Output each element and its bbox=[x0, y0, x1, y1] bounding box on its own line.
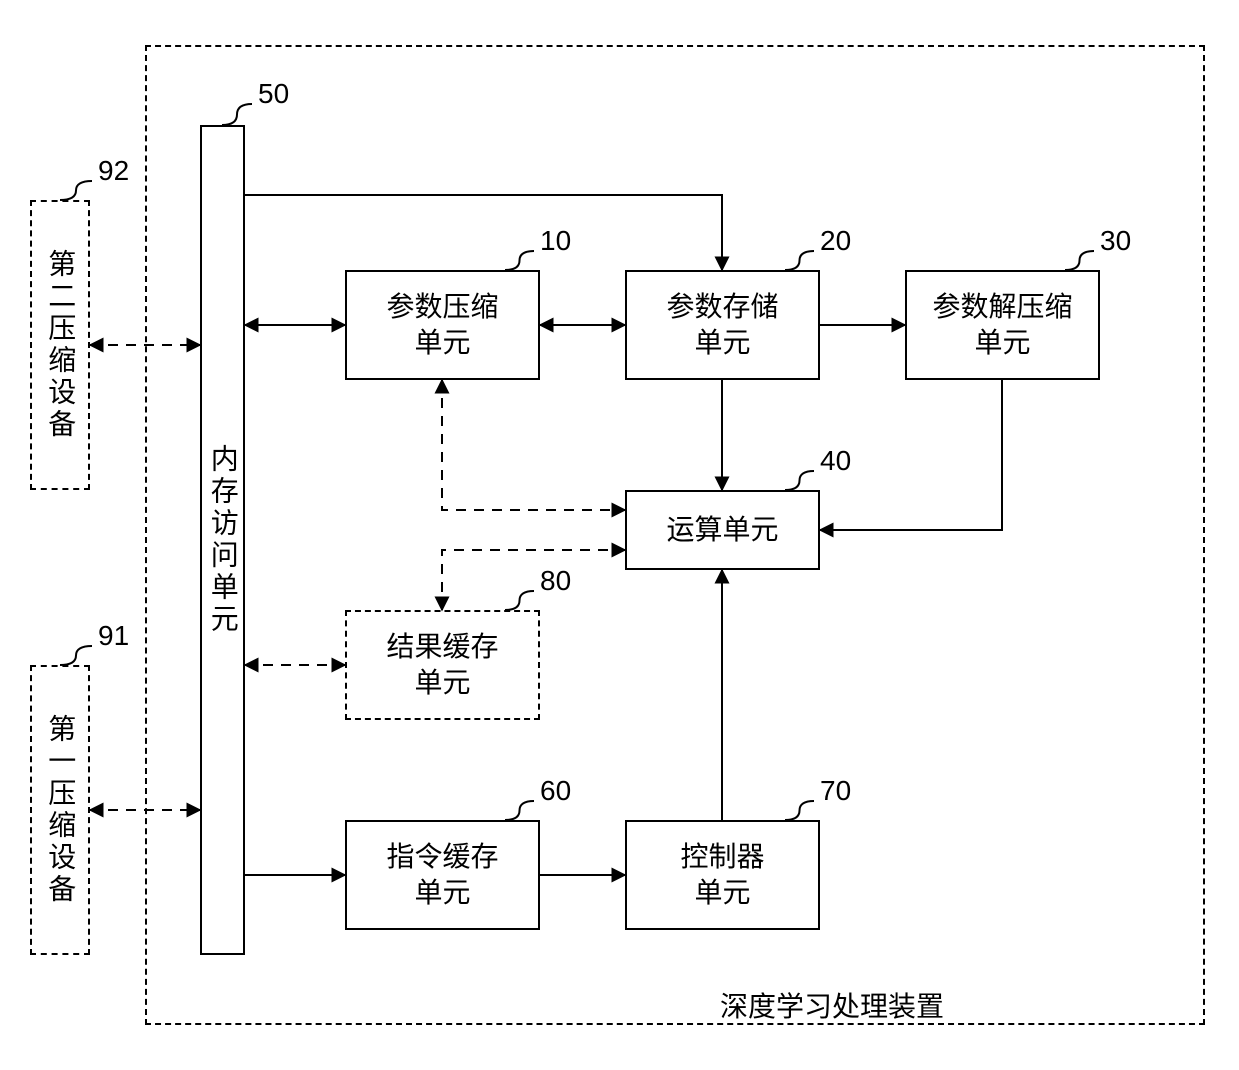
ref-label-30: 30 bbox=[1100, 225, 1131, 257]
node-label: 结果缓存单元 bbox=[386, 629, 498, 702]
node-label: 参数存储单元 bbox=[666, 289, 778, 362]
ref-label-50: 50 bbox=[258, 78, 289, 110]
node-50-memory-access-unit: 内存访问单元 bbox=[200, 125, 245, 955]
node-label: 参数解压缩单元 bbox=[932, 289, 1072, 362]
node-30-param-decompress-unit: 参数解压缩单元 bbox=[905, 270, 1100, 380]
node-70-controller-unit: 控制器单元 bbox=[625, 820, 820, 930]
ref-label-80: 80 bbox=[540, 565, 571, 597]
node-label: 参数压缩单元 bbox=[386, 289, 498, 362]
node-92-second-compress-device: 第二压缩设备 bbox=[30, 200, 90, 490]
ref-label-40: 40 bbox=[820, 445, 851, 477]
ref-label-20: 20 bbox=[820, 225, 851, 257]
node-80-result-cache-unit: 结果缓存单元 bbox=[345, 610, 540, 720]
node-60-instruction-cache-unit: 指令缓存单元 bbox=[345, 820, 540, 930]
node-label: 指令缓存单元 bbox=[386, 839, 498, 912]
ref-label-10: 10 bbox=[540, 225, 571, 257]
node-label: 控制器单元 bbox=[680, 839, 764, 912]
diagram-canvas: 第二压缩设备 第一压缩设备 内存访问单元 参数压缩单元 参数存储单元 参数解压缩… bbox=[0, 0, 1239, 1070]
ref-label-60: 60 bbox=[540, 775, 571, 807]
node-label: 第二压缩设备 bbox=[42, 249, 78, 441]
node-label: 运算单元 bbox=[666, 512, 778, 548]
node-20-param-storage-unit: 参数存储单元 bbox=[625, 270, 820, 380]
node-91-first-compress-device: 第一压缩设备 bbox=[30, 665, 90, 955]
node-label: 第一压缩设备 bbox=[42, 714, 78, 906]
ref-label-91: 91 bbox=[98, 620, 129, 652]
ref-label-92: 92 bbox=[98, 155, 129, 187]
node-40-compute-unit: 运算单元 bbox=[625, 490, 820, 570]
node-label: 内存访问单元 bbox=[204, 444, 240, 636]
node-10-param-compress-unit: 参数压缩单元 bbox=[345, 270, 540, 380]
ref-label-70: 70 bbox=[820, 775, 851, 807]
diagram-caption: 深度学习处理装置 bbox=[720, 985, 944, 1025]
